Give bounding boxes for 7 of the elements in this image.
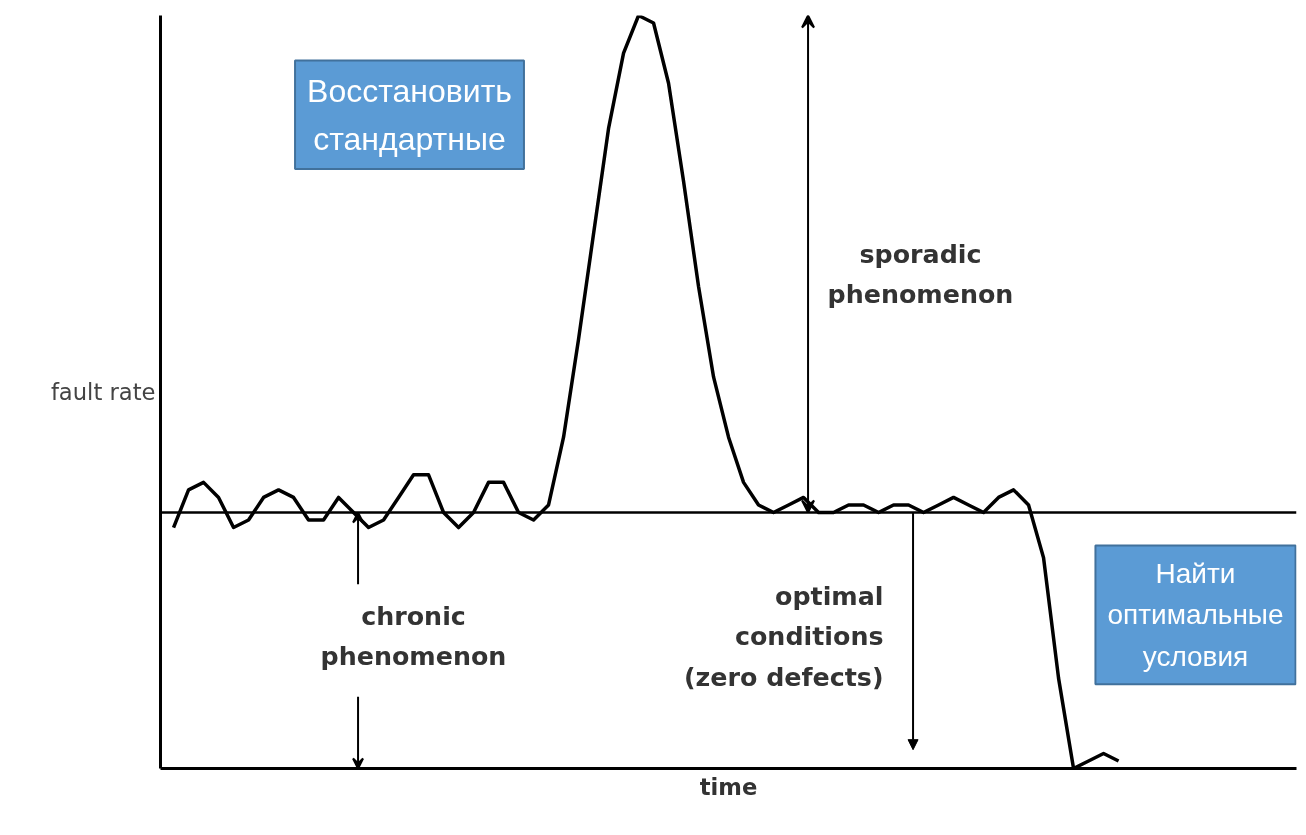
- annotation: optimal conditions (zero defects): [684, 580, 884, 692]
- y-axis-title: fault rate: [50, 379, 156, 405]
- annotation: Найти оптимальные условия: [1107, 557, 1284, 673]
- annotation: sporadic phenomenon: [827, 238, 1014, 309]
- annotation: Восстановить стандартные: [307, 72, 512, 158]
- x-axis-title: time: [699, 773, 758, 800]
- annotation: chronic phenomenon: [320, 600, 507, 671]
